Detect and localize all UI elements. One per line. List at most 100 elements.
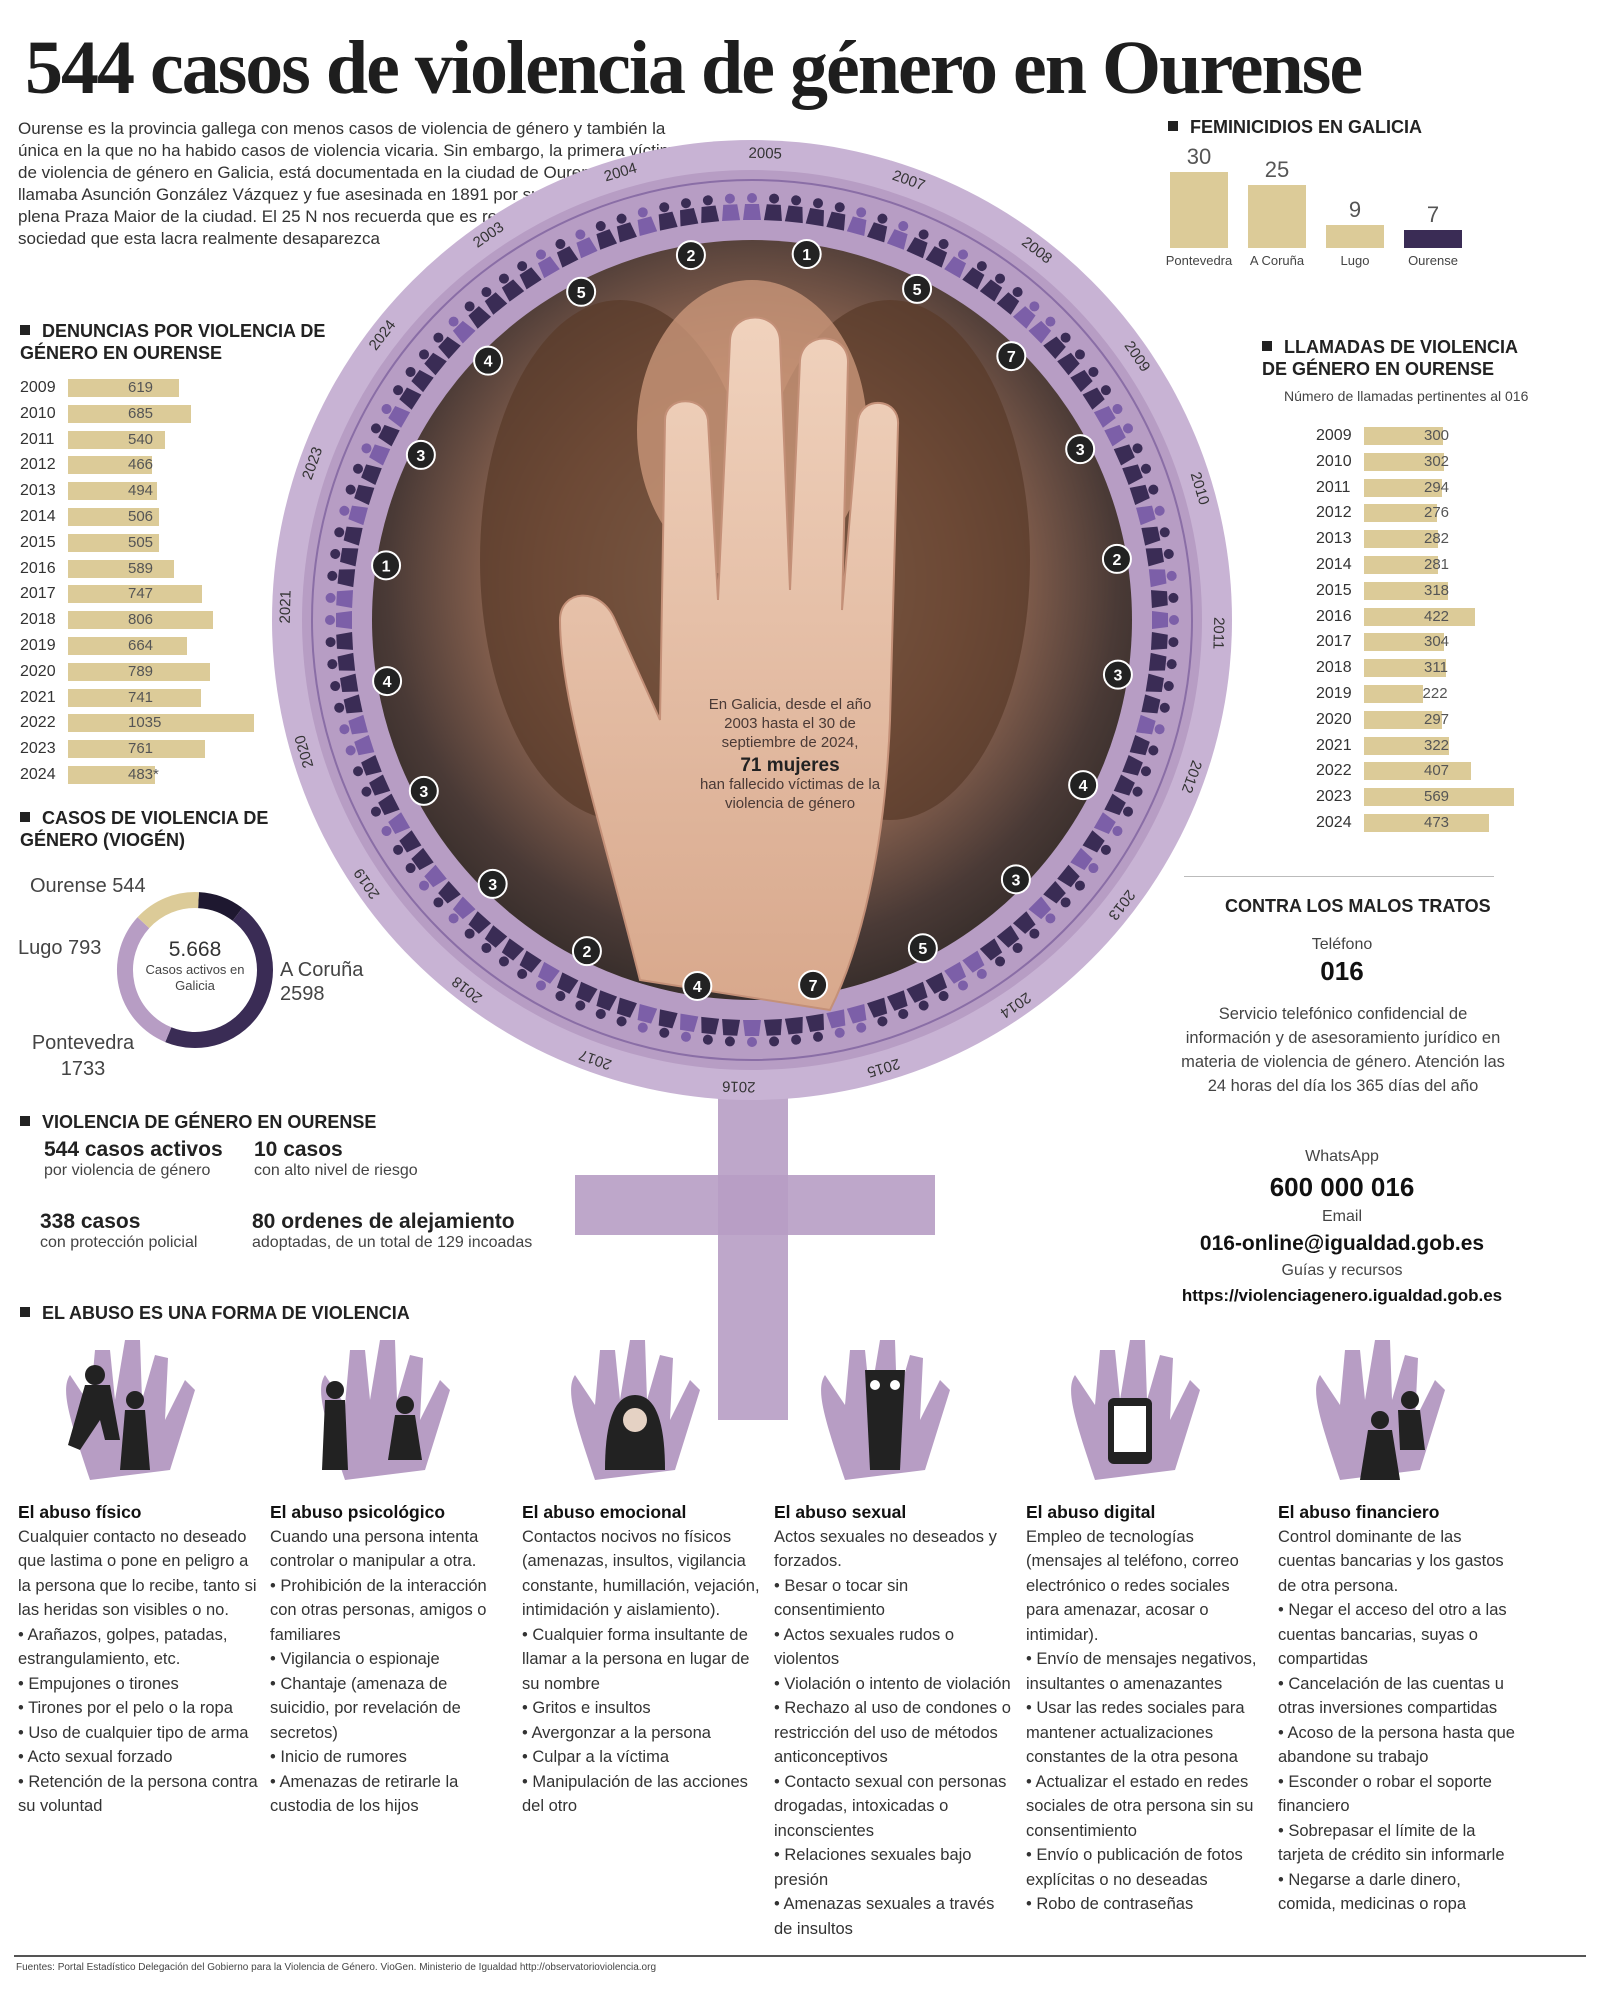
abuso-title: EL ABUSO ES UNA FORMA DE VIOLENCIA — [20, 1302, 410, 1324]
bar-year-label: 2019 — [20, 637, 56, 654]
victim-figure — [680, 198, 699, 227]
bar-2017 — [68, 585, 203, 604]
victim-figure — [805, 1013, 824, 1042]
guide-link[interactable]: https://violenciagenero.igualdad.gob.es — [1181, 1286, 1503, 1305]
fem-value-label: 9 — [1348, 197, 1362, 223]
victim-figure — [1113, 443, 1143, 466]
victim-figure — [1141, 694, 1170, 714]
abuse-column: El abuso sexual Actos sexuales no deseado… — [774, 1500, 1014, 1941]
victim-figure — [419, 349, 447, 376]
victim-figure — [962, 261, 987, 290]
victim-figure — [448, 316, 476, 344]
ring-center-a: En Galicia, desde el año 2003 hasta el 3… — [708, 696, 872, 751]
bar-2015 — [68, 533, 159, 552]
stat-restraining-orders: 80 ordenes de alejamiento adoptadas, de … — [252, 1210, 533, 1251]
email-link[interactable]: 016-online@igualdad.gob.es — [1199, 1232, 1485, 1255]
bar-value-label: 685 — [128, 404, 154, 422]
bar-value-label: 619 — [128, 379, 154, 396]
abuse-line: • Envío de mensajes negativos, insultant… — [1026, 1650, 1257, 1693]
ring-count-label: 5 — [918, 941, 927, 958]
abuse-line: • Manipulación de las acciones del otro — [522, 1772, 748, 1816]
victim-figure — [361, 443, 391, 466]
ring-count-label: 2 — [1112, 552, 1121, 569]
ring-count-label: 4 — [1079, 778, 1088, 795]
victim-figure — [1082, 830, 1111, 855]
ring-count-label: 4 — [484, 354, 493, 371]
viogen-label-lugo: Lugo 793 — [18, 937, 102, 959]
ring-count-label: 7 — [809, 978, 818, 995]
abuse-column: El abuso emocional Contactos nocivos no f… — [522, 1500, 762, 1819]
bar-value-label: 222 — [1422, 685, 1448, 702]
bar-value-label: 747 — [128, 585, 154, 603]
abuse-line: • Envío o publicación de fotos explícita… — [1026, 1846, 1243, 1889]
victim-figure — [826, 202, 846, 231]
abuse-line: • Tirones por el pelo o la ropa — [18, 1699, 233, 1717]
bar-2015 — [1364, 581, 1448, 600]
bar-2020 — [1364, 710, 1443, 729]
bar-year-label: 2020 — [20, 662, 56, 680]
bar-2021 — [1364, 736, 1449, 755]
abuse-title: El abuso físico — [18, 1502, 142, 1522]
victim-figure — [393, 830, 422, 855]
victim-figure — [826, 1009, 846, 1038]
bar-year-label: 2010 — [1316, 452, 1352, 470]
fem-bar-Pontevedra — [1170, 172, 1228, 248]
victim-figure — [867, 997, 888, 1027]
victim-figure — [334, 694, 363, 714]
phone-label: Teléfono — [1311, 936, 1373, 953]
viogen-center-label: Casos activos en Galicia — [145, 962, 245, 993]
fem-value-label: 30 — [1186, 144, 1212, 169]
ring-year-label: 2016 — [722, 1077, 756, 1095]
victim-figure — [1028, 316, 1056, 344]
violencia-ourense-title: VIOLENCIA DE GÉNERO EN OURENSE — [20, 1111, 376, 1133]
bar-value-label: 318 — [1424, 581, 1450, 599]
phone-number[interactable]: 016 — [1320, 956, 1364, 986]
bar-2009 — [1364, 427, 1444, 445]
bar-2024 — [1364, 814, 1489, 832]
bar-2013 — [1364, 530, 1439, 549]
whatsapp-number[interactable]: 600 000 016 — [1269, 1172, 1415, 1202]
ring-count-label: 4 — [693, 979, 702, 996]
contra-title: CONTRA LOS MALOS TRATOS — [1225, 896, 1491, 916]
viogen-center-value: 5.668 — [168, 938, 222, 961]
victim-figure — [361, 774, 391, 797]
abuse-line: • Cualquier forma insultante de llamar a… — [522, 1625, 750, 1693]
bar-year-label: 2013 — [20, 482, 56, 500]
victim-figure — [353, 463, 382, 486]
ring-count-label: 1 — [802, 247, 811, 264]
victim-figure — [555, 972, 579, 1002]
fem-category-label: Ourense — [1408, 253, 1458, 268]
victim-figure — [381, 404, 411, 428]
bar-value-label: 302 — [1424, 452, 1450, 470]
bar-year-label: 2022 — [20, 714, 56, 732]
abuse-line: • Inicio de rumores — [270, 1748, 407, 1766]
victim-figure — [680, 1013, 699, 1042]
ring-count-circle — [1065, 434, 1096, 465]
victim-figure — [575, 229, 598, 259]
ring-count-circle — [473, 345, 504, 376]
ring-count-circle — [996, 341, 1027, 372]
bar-year-label: 2018 — [1316, 659, 1352, 677]
hand-icon-sexual — [821, 1340, 950, 1480]
bar-year-label: 2014 — [20, 508, 56, 525]
bar-2010 — [1364, 452, 1444, 471]
victim-figure — [1152, 611, 1179, 629]
fem-bar-Ourense — [1404, 230, 1462, 248]
bar-2018 — [1364, 659, 1446, 678]
abuse-line: • Amenazas de retirarle la custodia de l… — [270, 1772, 459, 1816]
ring-count-label: 1 — [382, 558, 391, 575]
bar-year-label: 2021 — [20, 688, 56, 706]
bar-year-label: 2021 — [1316, 736, 1352, 754]
victim-figure — [1093, 812, 1123, 836]
victim-figure — [846, 1004, 867, 1033]
abuse-line: Empleo de tecnologías (mensajes al teléf… — [1026, 1527, 1239, 1644]
victim-figure — [805, 198, 824, 227]
victim-figure — [701, 195, 720, 224]
victim-figure — [370, 793, 400, 817]
victim-figure — [1082, 385, 1111, 410]
ring-count-label: 3 — [1113, 668, 1122, 685]
victim-figure — [1093, 404, 1123, 428]
stat-police-protection: 338 casos con protección policial — [40, 1210, 198, 1251]
abuse-line: • Sobrepasar el límite de la tarjeta de … — [1278, 1821, 1505, 1865]
fem-value-label: 25 — [1264, 156, 1290, 182]
